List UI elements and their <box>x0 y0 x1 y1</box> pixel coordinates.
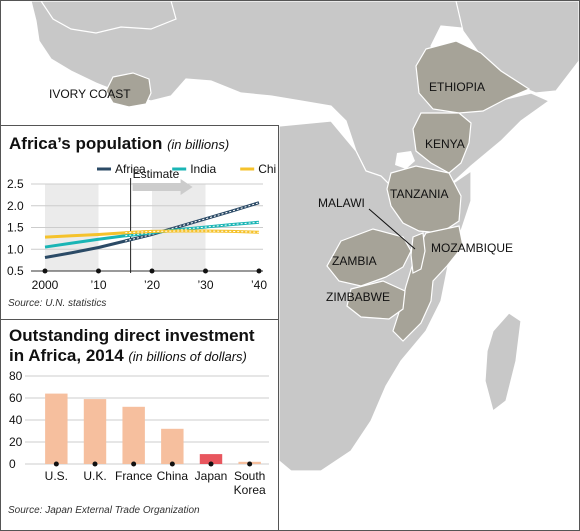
bar-base-dot <box>208 461 214 467</box>
category-label: China <box>157 469 189 483</box>
x-tick-dot <box>203 268 208 274</box>
bar-base-dot <box>53 461 59 467</box>
bar-u-s- <box>45 393 68 464</box>
label-kenya: KENYA <box>425 137 465 151</box>
category-label: South <box>234 469 265 483</box>
y-tick-label: 2.5 <box>7 177 24 191</box>
legend-label-china: China <box>258 162 277 176</box>
x-tick-dot <box>42 268 48 274</box>
y-tick-label: 1.5 <box>7 221 24 235</box>
bar-france <box>122 406 145 464</box>
y-tick-label: 40 <box>9 413 23 427</box>
investment-subtitle: (in billions of dollars) <box>128 349 247 364</box>
label-mozambique: MOZAMBIQUE <box>431 241 513 255</box>
label-ethiopia: ETHIOPIA <box>429 80 485 94</box>
lake-victoria <box>395 151 415 169</box>
investment-source: Source: Japan External Trade Organizatio… <box>8 505 200 516</box>
country-malawi <box>410 232 426 274</box>
investment-title-line1: Outstanding direct investment <box>9 326 255 345</box>
population-subtitle: (in billions) <box>167 137 230 152</box>
y-tick-label: 60 <box>9 391 23 405</box>
bar-china <box>161 428 184 464</box>
y-tick-label: 1.0 <box>7 242 24 256</box>
x-tick-label: 2000 <box>32 278 59 292</box>
estimate-label: Estimate <box>133 167 180 181</box>
series-line-estimate-china <box>125 229 260 235</box>
bar-base-dot <box>92 461 98 467</box>
bar-u-k- <box>83 399 107 464</box>
category-label: France <box>115 469 153 483</box>
panel-divider <box>1 319 278 320</box>
country-kenya <box>412 112 472 174</box>
series-dash-africa <box>125 202 260 242</box>
population-title-text: Africa’s population <box>9 134 163 153</box>
y-tick-label: 0.5 <box>7 264 24 278</box>
category-label: Japan <box>195 469 228 483</box>
landmass-arabia <box>455 1 579 94</box>
x-tick-dot <box>96 268 101 274</box>
charts-panel: Africa’s population (in billions) Africa… <box>1 125 279 530</box>
bar-base-dot <box>247 461 253 467</box>
x-tick-label: ’40 <box>251 278 267 292</box>
estimate-arrow <box>132 179 193 195</box>
investment-chart-title: Outstanding direct investment in Africa,… <box>9 326 255 367</box>
bar-japan <box>199 454 223 464</box>
y-tick-label: 80 <box>9 369 23 383</box>
population-line-chart: Africa India China 0.5 1.0 1.5 2.0 2.5 Estimate 2… <box>7 162 277 292</box>
category-label: U.S. <box>45 469 68 483</box>
country-zimbabwe <box>346 280 406 320</box>
investment-title-line2: in Africa, 2014 <box>9 346 124 365</box>
category-label: Korea <box>234 483 266 497</box>
bar-base-dot <box>169 461 175 467</box>
landmass-madagascar <box>484 312 522 413</box>
y-tick-label: 0 <box>9 457 16 471</box>
population-source: Source: U.N. statistics <box>8 298 107 309</box>
bar-base-dot <box>131 461 137 467</box>
x-tick-dot <box>149 268 155 274</box>
label-ivory-coast: IVORY COAST <box>49 87 131 101</box>
label-zambia: ZAMBIA <box>332 254 377 268</box>
investment-bar-chart: 0 20 40 60 80 U.S. U.K. France China Japan SouthKo… <box>9 369 269 497</box>
country-zambia <box>326 228 412 287</box>
label-tanzania: TANZANIA <box>390 187 448 201</box>
category-label: U.K. <box>83 469 106 483</box>
legend-label-india: India <box>190 162 216 176</box>
malawi-pointer <box>368 208 416 250</box>
y-tick-label: 20 <box>9 435 23 449</box>
x-tick-label: ’30 <box>197 278 213 292</box>
series-dash-india <box>125 221 260 237</box>
legend-label-africa: Africa <box>115 162 146 176</box>
country-ivory-coast <box>105 72 152 108</box>
population-chart-title: Africa’s population (in billions) <box>9 134 229 155</box>
y-tick-label: 2.0 <box>7 199 24 213</box>
country-ethiopia <box>415 40 531 114</box>
label-malawi: MALAWI <box>318 196 365 210</box>
landmass-europe-west <box>40 1 177 34</box>
label-zimbabwe: ZIMBABWE <box>326 290 390 304</box>
x-tick-dot <box>256 268 262 274</box>
x-tick-label: ’10 <box>90 278 106 292</box>
x-tick-label: ’20 <box>144 278 160 292</box>
